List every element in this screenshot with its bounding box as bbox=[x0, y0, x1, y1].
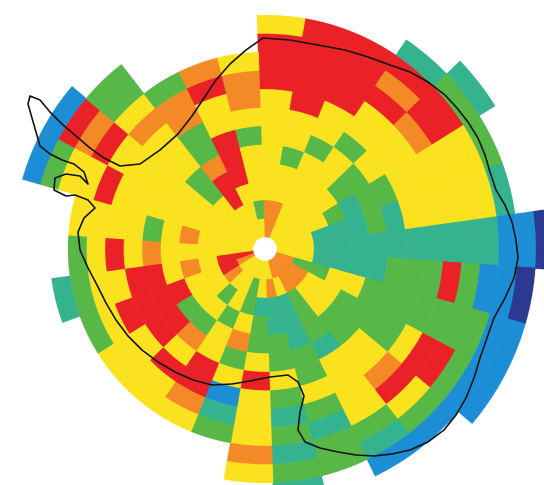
sector-15-ring-7-cell bbox=[261, 390, 271, 410]
sector-0-ring-10-cell bbox=[268, 33, 281, 53]
sector-22-ring-3-cell bbox=[178, 247, 198, 253]
sector-7-ring-14-cell bbox=[533, 209, 544, 227]
sector-22-ring-6-cell bbox=[123, 246, 143, 255]
sector-14-ring-9-cell bbox=[270, 426, 283, 447]
sector-7-ring-5-cell bbox=[369, 244, 389, 252]
sector-15-ring-4-cell bbox=[262, 334, 269, 354]
sector-22-ring-7-cell bbox=[104, 253, 125, 264]
sector-7-ring-6-cell bbox=[387, 236, 407, 246]
sector-14-ring-11-cell bbox=[271, 463, 286, 484]
sector-0-ring-8-cell bbox=[258, 70, 269, 90]
sector-22-ring-7-cell bbox=[104, 245, 124, 255]
sector-7-ring-13-cell bbox=[516, 225, 537, 242]
sector-0-ring-9-cell bbox=[257, 51, 270, 71]
sector-14-ring-6-cell bbox=[268, 371, 278, 391]
sector-15-ring-8-cell bbox=[261, 408, 272, 428]
sector-15-ring-10-cell bbox=[260, 445, 273, 465]
sector-7-ring-10-cell bbox=[461, 230, 481, 243]
sector-29-ring-8-cell bbox=[249, 70, 260, 90]
sector-14-ring-7-cell bbox=[269, 389, 280, 410]
sector-22-ring-6-cell bbox=[123, 252, 143, 262]
sector-7-ring-13-cell bbox=[516, 253, 537, 269]
antarctica-coastline bbox=[27, 37, 519, 457]
sector-29-ring-9-cell bbox=[247, 51, 260, 72]
sector-7-ring-14-cell bbox=[535, 239, 544, 255]
sector-15-ring-9-cell bbox=[260, 427, 273, 447]
sector-15-ring-11-cell bbox=[260, 464, 274, 484]
sector-26-ring-11-cell bbox=[111, 64, 133, 87]
sector-7-ring-10-cell bbox=[461, 252, 481, 265]
sector-7-ring-10-cell bbox=[461, 241, 481, 254]
sector-7-ring-8-cell bbox=[424, 242, 444, 253]
sector-7-ring-12-cell bbox=[498, 252, 518, 268]
pole-center-circle bbox=[258, 242, 272, 256]
sector-14-ring-10-cell bbox=[271, 445, 284, 465]
sector-cells bbox=[22, 14, 544, 485]
sector-0-ring-6-cell bbox=[259, 107, 268, 127]
sector-29-ring-6-cell bbox=[252, 107, 262, 127]
sector-7-ring-14-cell bbox=[535, 253, 544, 270]
sector-0-ring-11-cell bbox=[268, 14, 283, 35]
sector-7-ring-6-cell bbox=[387, 243, 407, 252]
sector-7-ring-4-cell bbox=[350, 245, 370, 252]
sector-7-ring-13-cell bbox=[517, 239, 537, 255]
sector-7-ring-11-cell bbox=[479, 228, 500, 243]
sector-7-ring-9-cell bbox=[442, 231, 463, 244]
sector-15-ring-11-cell bbox=[247, 463, 262, 484]
sector-14-ring-8-cell bbox=[270, 408, 281, 428]
sector-0-ring-10-cell bbox=[257, 33, 270, 53]
sector-22-ring-8-cell bbox=[86, 254, 106, 265]
sector-22-ring-4-cell bbox=[160, 246, 180, 253]
sector-15-ring-6-cell bbox=[262, 371, 271, 391]
sector-7-ring-11-cell bbox=[478, 216, 499, 231]
sector-7-ring-14-cell bbox=[534, 224, 544, 241]
sector-15-ring-10-cell bbox=[249, 445, 262, 465]
sector-22-ring-5-cell bbox=[141, 246, 161, 254]
sector-7-ring-12-cell bbox=[498, 240, 518, 255]
sector-7-ring-7-cell bbox=[406, 243, 426, 253]
sector-14-ring-11-cell bbox=[283, 462, 298, 483]
sector-0-ring-7-cell bbox=[259, 88, 269, 108]
sector-15-ring-3-cell bbox=[263, 316, 269, 336]
sector-7-ring-8-cell bbox=[424, 233, 444, 244]
sector-7-ring-11-cell bbox=[479, 252, 500, 267]
sector-15-ring-10-cell bbox=[226, 442, 242, 464]
sector-0-ring-11-cell bbox=[256, 14, 270, 34]
sector-7-ring-11-cell bbox=[480, 240, 500, 254]
sector-7-ring-13-cell bbox=[514, 211, 536, 228]
sector-15-ring-11-cell bbox=[223, 460, 239, 482]
sector-15-ring-5-cell bbox=[262, 353, 270, 373]
sector-7-ring-3-cell bbox=[332, 245, 352, 251]
sector-22-ring-8-cell bbox=[86, 245, 106, 256]
sector-29-ring-7-cell bbox=[250, 88, 261, 109]
sector-7-ring-7-cell bbox=[405, 234, 426, 245]
sector-22-ring-9-cell bbox=[67, 244, 87, 257]
sector-7-ring-9-cell bbox=[443, 241, 463, 254]
sector-0-ring-5-cell bbox=[260, 125, 268, 145]
